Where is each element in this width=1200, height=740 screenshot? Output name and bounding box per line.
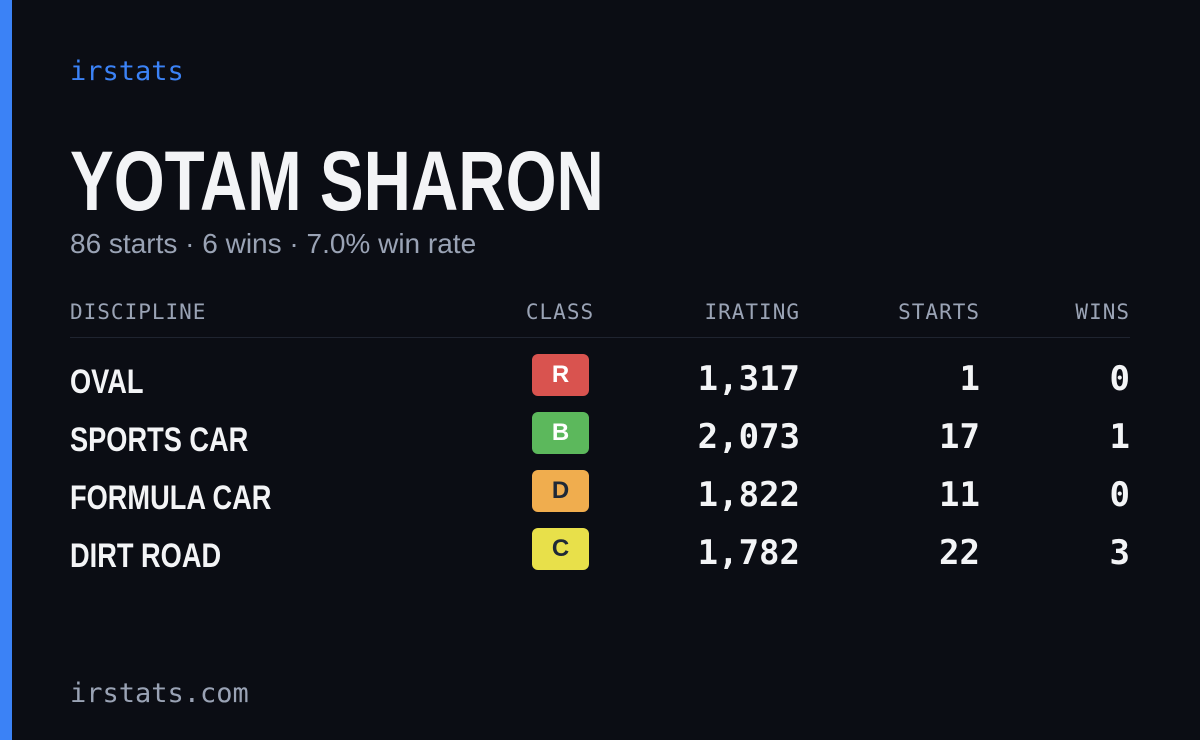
brand: irstats: [70, 56, 184, 87]
footer: irstats.com: [70, 678, 249, 709]
wins-value: 0: [1109, 475, 1130, 515]
class-badge: D: [532, 470, 589, 512]
wins-value: 1: [1109, 417, 1130, 457]
irating-value: 2,073: [697, 417, 800, 457]
starts-value: 11: [939, 475, 980, 515]
driver-summary: 86 starts · 6 wins · 7.0% win rate: [70, 228, 477, 259]
starts-value: 1: [959, 359, 980, 399]
discipline: FORMULA CAR: [70, 479, 272, 517]
accent-bar: [0, 0, 12, 740]
starts-value: 22: [939, 533, 980, 573]
divider: [70, 337, 1130, 338]
wins-value: 3: [1109, 533, 1130, 573]
irating-value: 1,317: [697, 359, 800, 399]
column-header: CLASS: [525, 300, 595, 324]
irating-value: 1,822: [697, 475, 800, 515]
class-badge: C: [532, 528, 589, 570]
driver-name: YOTAM SHARON: [70, 134, 604, 228]
starts-value: 17: [939, 417, 980, 457]
discipline: SPORTS CAR: [70, 421, 249, 459]
wins-value: 0: [1109, 359, 1130, 399]
class-badge: R: [532, 354, 589, 396]
column-header: STARTS: [898, 300, 980, 324]
column-header: IRATING: [704, 300, 800, 324]
discipline: OVAL: [70, 363, 144, 401]
class-badge: B: [532, 412, 589, 454]
column-header: WINS: [1075, 300, 1130, 324]
column-header: DISCIPLINE: [70, 300, 207, 324]
discipline: DIRT ROAD: [70, 537, 222, 575]
irating-value: 1,782: [697, 533, 800, 573]
